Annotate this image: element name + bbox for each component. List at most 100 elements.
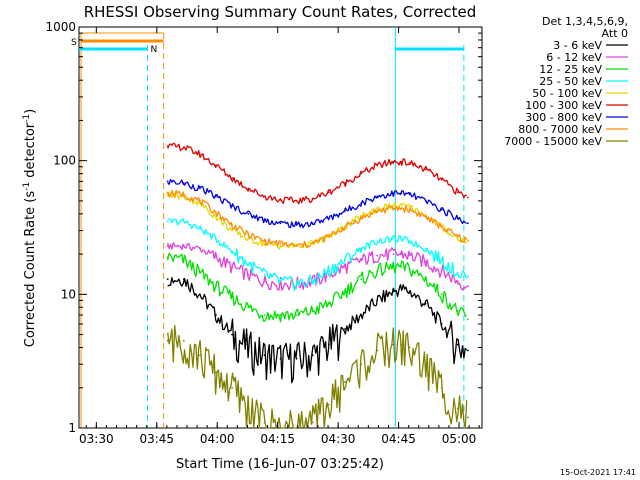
x-tick-label: 04:00 xyxy=(200,432,235,446)
series-point xyxy=(376,164,379,167)
series-point xyxy=(182,193,185,196)
series-point xyxy=(360,202,362,205)
series-point xyxy=(400,238,403,240)
series-point xyxy=(295,282,298,285)
series-point xyxy=(182,146,185,149)
series-point xyxy=(166,220,169,223)
series-point xyxy=(467,416,469,419)
series-point xyxy=(215,285,217,288)
series-point xyxy=(311,354,314,357)
series-point xyxy=(440,259,443,262)
series-point xyxy=(328,302,330,305)
series-point xyxy=(440,178,443,181)
series-point xyxy=(182,245,185,247)
series-point xyxy=(279,357,282,360)
series-point xyxy=(231,204,234,207)
series-point xyxy=(344,210,346,212)
state-s-label: S xyxy=(71,38,77,48)
series-point xyxy=(199,187,201,190)
series-point xyxy=(360,278,362,280)
series-point xyxy=(279,282,282,285)
series-point xyxy=(199,153,201,156)
series-point xyxy=(166,192,169,195)
series-point xyxy=(166,180,169,183)
series-point xyxy=(279,198,282,201)
series-point xyxy=(311,197,314,200)
y-axis-label-part-1: Corrected Count Rate (s xyxy=(23,191,38,348)
series-point xyxy=(467,318,469,321)
series-point xyxy=(279,314,282,316)
series-point xyxy=(344,182,346,185)
series-point xyxy=(166,145,169,148)
series-point xyxy=(408,193,411,196)
x-tick-label: 03:45 xyxy=(139,432,174,446)
series-point xyxy=(247,238,250,240)
series-point xyxy=(182,259,185,262)
legend-label: 6 - 12 keV xyxy=(546,51,602,64)
series-point xyxy=(295,314,298,316)
series-point xyxy=(408,346,411,349)
series-point xyxy=(247,187,250,190)
series-point xyxy=(440,386,443,389)
series-point xyxy=(231,224,234,226)
series-point xyxy=(263,354,266,357)
series-line xyxy=(167,324,468,429)
series-point xyxy=(424,200,427,202)
series-point xyxy=(295,245,298,247)
series-point xyxy=(408,162,411,164)
series-point xyxy=(400,204,403,207)
series-point xyxy=(247,407,250,410)
series-point xyxy=(231,229,234,232)
series-point xyxy=(424,260,427,263)
series-point xyxy=(263,421,266,424)
legend-label: 25 - 50 keV xyxy=(539,75,602,88)
series-point xyxy=(440,269,443,272)
plot-border xyxy=(78,26,483,429)
legend-label: 12 - 25 keV xyxy=(539,63,602,76)
series-point xyxy=(440,323,443,325)
series-point xyxy=(467,276,469,278)
series-point xyxy=(295,224,298,226)
series-point xyxy=(456,280,459,283)
series-point xyxy=(392,204,395,207)
series-point xyxy=(215,256,217,258)
x-tick-label: 03:30 xyxy=(79,432,114,446)
series-point xyxy=(392,253,395,256)
series-point xyxy=(344,381,346,384)
series-point xyxy=(360,217,362,220)
y-tick-label: 10 xyxy=(61,287,76,301)
series-point xyxy=(392,160,395,163)
series-point xyxy=(247,273,250,276)
series-point xyxy=(328,217,330,220)
series-point xyxy=(215,371,217,374)
series-point xyxy=(328,191,330,194)
y-axis-label-part-3: ) xyxy=(23,109,38,114)
legend-label: 800 - 7000 keV xyxy=(518,123,602,136)
series-point xyxy=(408,290,411,293)
series-point xyxy=(360,172,362,175)
series-point xyxy=(440,225,443,228)
series-point xyxy=(199,227,201,230)
plot-frame xyxy=(78,26,483,429)
series-point xyxy=(440,293,443,296)
series-point xyxy=(263,242,266,245)
series-point xyxy=(279,222,282,225)
series-point xyxy=(467,240,469,243)
axes-layer: 03:30 03:45 04:00 04:15 04:30 04:45 05:00 1 10 10… xyxy=(45,20,482,446)
series-point xyxy=(182,182,185,185)
series-point xyxy=(456,310,459,312)
series-point xyxy=(263,273,266,276)
series-point xyxy=(456,343,459,346)
series-point xyxy=(215,164,217,167)
series-point xyxy=(424,278,427,280)
series-point xyxy=(344,328,346,330)
series-point xyxy=(467,285,469,288)
series-point xyxy=(215,211,217,214)
series-point xyxy=(263,314,266,316)
series-point xyxy=(199,293,201,296)
series-point xyxy=(182,220,185,223)
legend-label: 50 - 100 keV xyxy=(532,87,602,100)
series-line xyxy=(167,192,468,250)
series-300-800-kev xyxy=(166,178,469,229)
series-point xyxy=(456,407,459,410)
